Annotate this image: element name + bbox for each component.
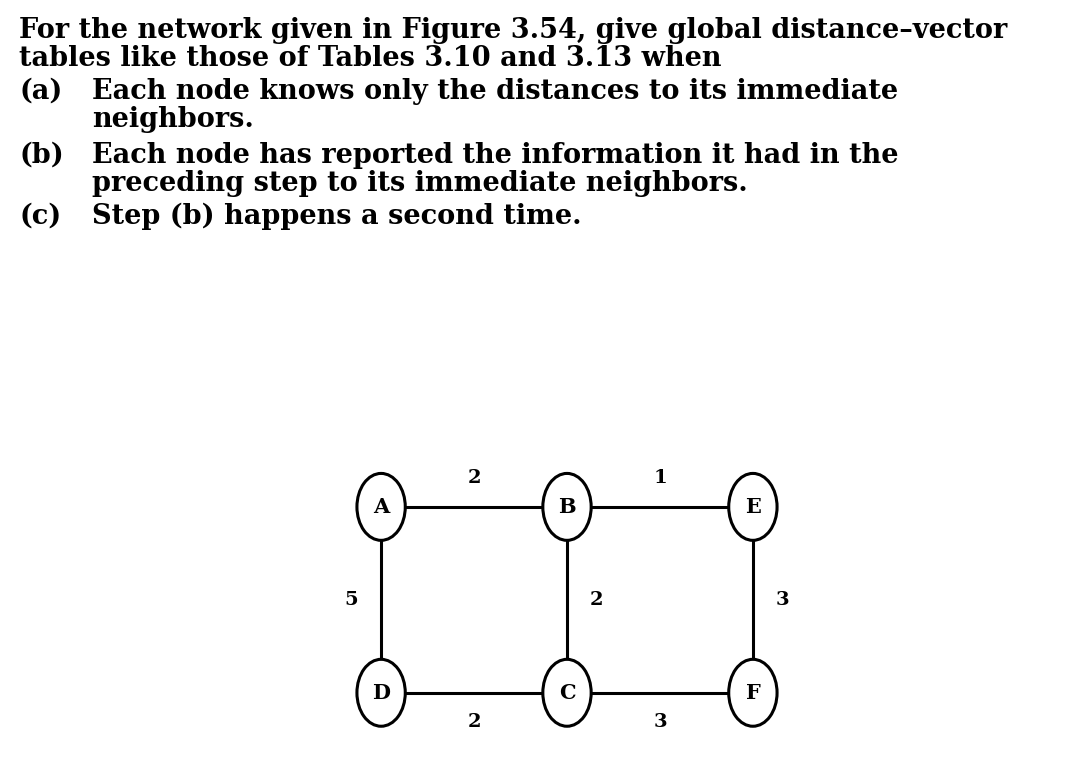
Text: 3: 3 bbox=[775, 590, 789, 609]
Text: 2: 2 bbox=[468, 713, 481, 731]
Text: (b): (b) bbox=[19, 142, 64, 169]
Text: D: D bbox=[373, 682, 390, 703]
Text: (a): (a) bbox=[19, 78, 63, 105]
Text: preceding step to its immediate neighbors.: preceding step to its immediate neighbor… bbox=[92, 170, 747, 197]
Text: E: E bbox=[745, 497, 760, 517]
Text: Each node has reported the information it had in the: Each node has reported the information i… bbox=[92, 142, 899, 169]
Text: For the network given in Figure 3.54, give global distance–vector: For the network given in Figure 3.54, gi… bbox=[19, 17, 1008, 44]
Text: C: C bbox=[558, 682, 576, 703]
Text: Each node knows only the distances to its immediate: Each node knows only the distances to it… bbox=[92, 78, 897, 105]
Ellipse shape bbox=[729, 659, 778, 726]
Text: F: F bbox=[745, 682, 760, 703]
Ellipse shape bbox=[543, 474, 591, 541]
Ellipse shape bbox=[543, 659, 591, 726]
Text: 2: 2 bbox=[590, 590, 604, 609]
Text: neighbors.: neighbors. bbox=[92, 106, 254, 133]
Text: tables like those of Tables 3.10 and 3.13 when: tables like those of Tables 3.10 and 3.1… bbox=[19, 45, 721, 72]
Ellipse shape bbox=[356, 474, 405, 541]
Text: (c): (c) bbox=[19, 203, 62, 230]
Text: 3: 3 bbox=[653, 713, 666, 731]
Text: B: B bbox=[558, 497, 576, 517]
Text: 5: 5 bbox=[345, 590, 359, 609]
Ellipse shape bbox=[356, 659, 405, 726]
Text: A: A bbox=[373, 497, 389, 517]
Text: 1: 1 bbox=[653, 469, 666, 487]
Text: Step (b) happens a second time.: Step (b) happens a second time. bbox=[92, 203, 581, 230]
Text: 2: 2 bbox=[468, 469, 481, 487]
Ellipse shape bbox=[729, 474, 778, 541]
